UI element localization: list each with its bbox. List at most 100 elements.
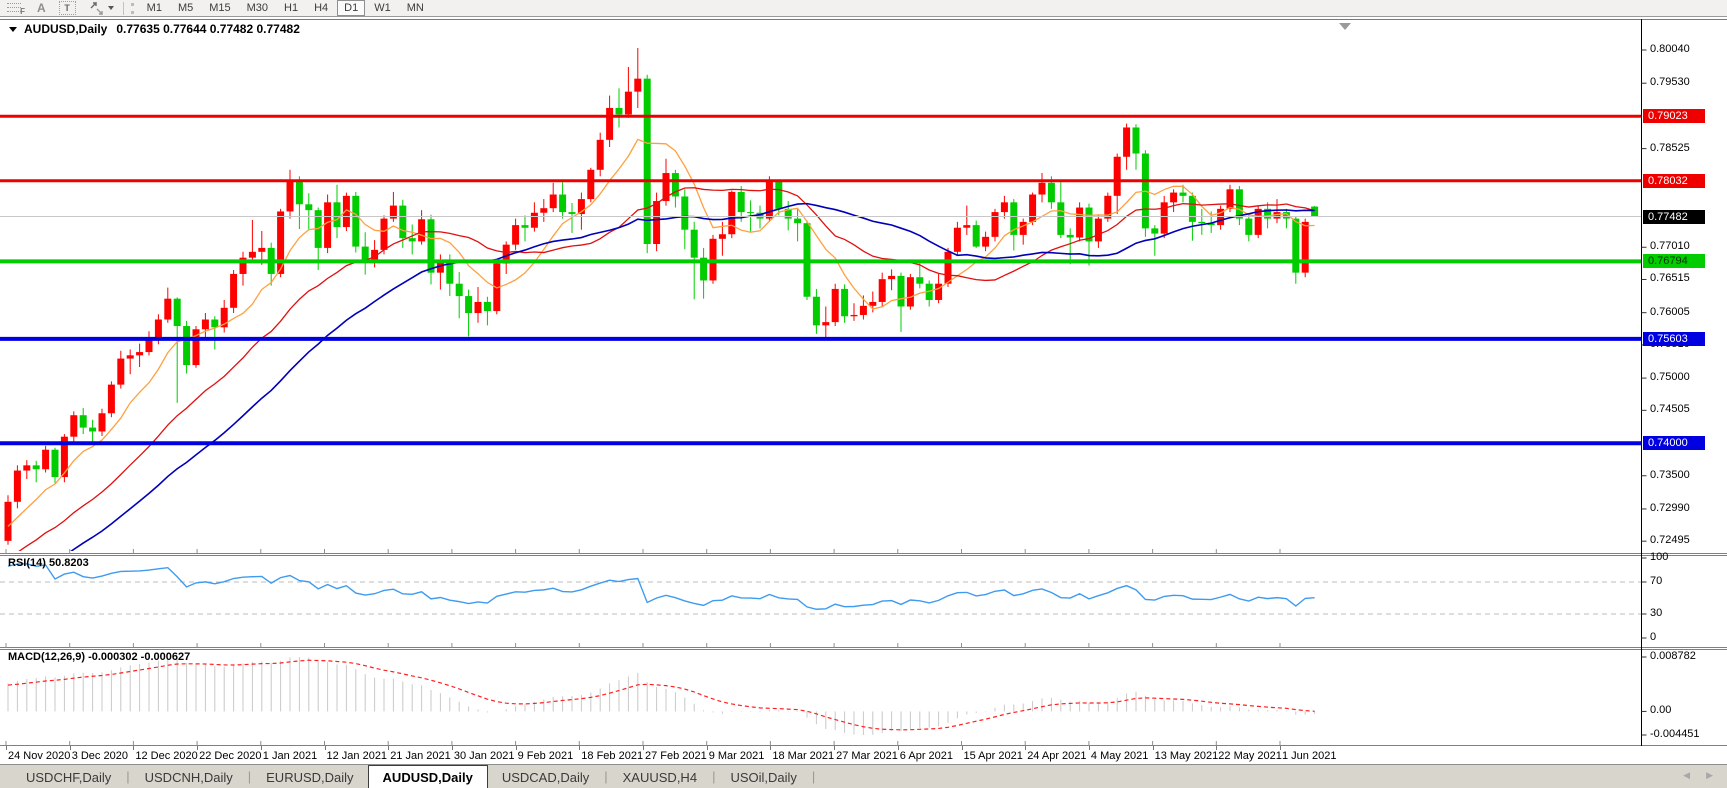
macd-indicator-label: MACD(12,26,9) -0.000302 -0.000627 — [8, 651, 191, 663]
tab-usdcnh-daily[interactable]: USDCNH,Daily — [144, 770, 233, 785]
support-price-label[interactable]: 0.74000 — [1643, 436, 1705, 451]
date-tick — [515, 746, 517, 750]
chart-symbol-period: AUDUSD,Daily — [24, 22, 108, 36]
date-tick — [834, 746, 836, 750]
tab-usdchf-daily[interactable]: USDCHF,Daily — [26, 770, 112, 785]
date-label: 3 Dec 2020 — [71, 750, 128, 762]
tab-scroll-right-icon[interactable]: ▶ — [1706, 770, 1713, 780]
rsi-indicator-label: RSI(14) 50.8203 — [8, 557, 89, 569]
macd-panel — [7, 657, 1316, 735]
date-axis: 24 Nov 2020 3 Dec 2020 12 Dec 2020 22 Dec 2… — [0, 746, 1660, 764]
text-label-tool-icon[interactable]: T — [58, 1, 76, 15]
date-label: 9 Feb 2021 — [517, 750, 574, 762]
tab-separator: | — [712, 769, 716, 784]
date-label: 18 Mar 2021 — [772, 750, 835, 762]
timeframe-button-MN[interactable]: MN — [406, 2, 424, 14]
date-tick — [388, 746, 390, 750]
tab-audusd-daily[interactable]: AUDUSD,Daily — [367, 765, 488, 788]
rsi-axis-label: 100 — [1650, 551, 1669, 563]
tab-scroll-arrows: ◀ ▶ — [1683, 770, 1713, 781]
macd-axis-label: 0.008782 — [1650, 650, 1696, 662]
date-tick — [1280, 746, 1281, 750]
chart-title: AUDUSD,Daily 0.77635 0.77644 0.77482 0.7… — [9, 22, 300, 36]
price-tick-label: 0.77010 — [1650, 240, 1690, 253]
support-price-label[interactable]: 0.75603 — [1643, 331, 1705, 346]
date-tick — [961, 746, 963, 750]
date-tick — [706, 746, 708, 750]
tab-xauusd-h4[interactable]: XAUUSD,H4 — [622, 770, 698, 785]
date-label: 4 May 2021 — [1090, 750, 1149, 762]
tab-separator: | — [247, 769, 252, 784]
chart-window[interactable]: AUDUSD,Daily 0.77635 0.77644 0.77482 0.7… — [0, 18, 1727, 764]
toolbar-separator — [122, 1, 124, 15]
rsi-line — [7, 563, 1315, 610]
date-label: 15 Apr 2021 — [963, 750, 1023, 762]
timeframe-toolbar: M1 M5 M15 M30 H1 H4 D1 W1 MN — [139, 0, 432, 16]
price-tick-label: 0.76515 — [1650, 272, 1690, 285]
resistance-price-label[interactable]: 0.79023 — [1643, 109, 1705, 124]
date-label: 30 Jan 2021 — [453, 750, 515, 762]
rsi-axis-label: 30 — [1650, 607, 1663, 619]
resistance-price-label[interactable]: 0.78032 — [1643, 173, 1705, 188]
chart-shift-marker[interactable] — [1339, 23, 1351, 30]
date-label: 9 Mar 2021 — [708, 750, 765, 762]
date-label: 18 Feb 2021 — [581, 750, 644, 762]
rsi-axis-label: 0 — [1650, 631, 1657, 643]
chart-dropdown-icon[interactable] — [9, 26, 17, 32]
current-price-label[interactable]: 0.77482 — [1643, 209, 1705, 224]
timeframe-button-M1[interactable]: M1 — [146, 2, 162, 14]
arrows-tool-icon[interactable] — [89, 1, 105, 16]
text-tool-icon[interactable]: A — [37, 1, 46, 15]
candlestick-series — [4, 48, 1319, 545]
timeframe-button-H1[interactable]: H1 — [284, 2, 299, 14]
fibonacci-tool-icon[interactable]: F — [7, 2, 25, 16]
price-tick-label: 0.78525 — [1650, 141, 1690, 154]
rsi-axis-label: 70 — [1650, 575, 1663, 587]
timeframe-button-W1[interactable]: W1 — [374, 2, 391, 14]
date-tick — [643, 746, 644, 750]
price-tick-label: 0.76005 — [1650, 305, 1690, 318]
date-tick — [133, 746, 135, 750]
toolbar-drag-handle[interactable] — [130, 2, 134, 14]
date-tick — [1088, 746, 1090, 750]
tab-scroll-left-icon[interactable]: ◀ — [1683, 770, 1691, 780]
date-label: 12 Jan 2021 — [326, 750, 388, 762]
chart-ohlc-values: 0.77635 0.77644 0.77482 0.77482 — [116, 22, 300, 36]
macd-axis-label: -0.004451 — [1650, 728, 1700, 740]
rsi-panel — [0, 563, 1641, 615]
ma-slow-blue — [70, 202, 1315, 551]
date-label: 24 Nov 2020 — [8, 750, 71, 762]
timeframe-button-M15[interactable]: M15 — [209, 2, 231, 14]
macd-signal-line — [7, 659, 1315, 731]
date-tick — [1216, 746, 1218, 750]
date-label: 27 Mar 2021 — [836, 750, 898, 762]
chart-tabs-bar: USDCHF,Daily | USDCNH,Daily | EURUSD,Daily AU… — [0, 764, 1727, 788]
tab-separator: | — [126, 769, 130, 784]
timeframe-button-H4[interactable]: H4 — [314, 2, 329, 14]
price-tick-label: 0.74505 — [1650, 403, 1690, 416]
timeframe-button-M30[interactable]: M30 — [246, 2, 269, 14]
date-tick — [197, 746, 199, 750]
arrows-dropdown-icon[interactable] — [107, 6, 114, 10]
date-tick — [324, 746, 326, 750]
date-label: 22 May 2021 — [1218, 750, 1282, 762]
chart-canvas[interactable] — [0, 19, 1727, 746]
date-tick — [1025, 746, 1027, 750]
timeframe-button-M5[interactable]: M5 — [177, 2, 194, 14]
date-tick — [451, 746, 453, 750]
tab-usoil-daily[interactable]: USOil,Daily — [730, 770, 797, 785]
date-label: 12 Dec 2020 — [135, 750, 198, 762]
ma-fast-orange — [7, 138, 1315, 527]
support-price-label[interactable]: 0.76794 — [1643, 254, 1705, 269]
tab-usdcad-daily[interactable]: USDCAD,Daily — [501, 770, 590, 785]
date-label: 27 Feb 2021 — [645, 750, 707, 762]
price-tick-label: 0.75000 — [1650, 371, 1690, 384]
date-tick — [897, 746, 899, 750]
date-label: 1 Jun 2021 — [1282, 750, 1337, 762]
price-tick-label: 0.80040 — [1650, 43, 1690, 55]
timeframe-button-D1[interactable]: D1 — [337, 0, 366, 16]
tab-eurusd-daily[interactable]: EURUSD,Daily — [266, 770, 354, 785]
price-tick-label: 0.79530 — [1650, 76, 1690, 89]
date-tick — [1152, 746, 1154, 750]
